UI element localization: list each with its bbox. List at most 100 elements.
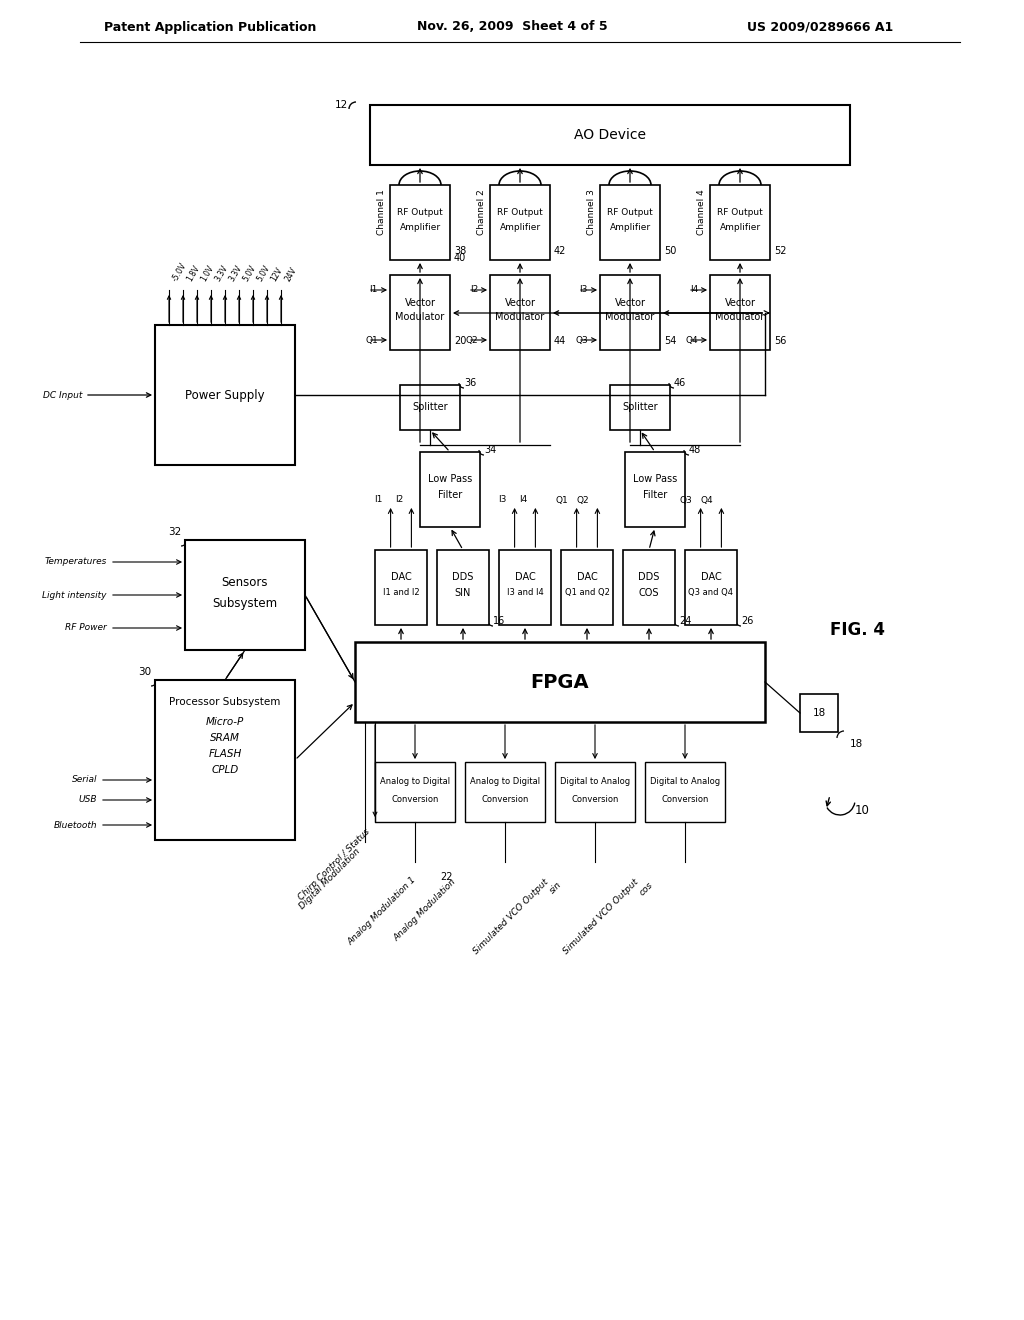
Text: 20: 20 [454, 337, 466, 346]
Text: 1.0V: 1.0V [199, 264, 215, 282]
Text: Amplifier: Amplifier [399, 223, 440, 232]
Text: Digital to Analog: Digital to Analog [650, 777, 720, 787]
Text: I3 and I4: I3 and I4 [507, 587, 544, 597]
Text: RF Output: RF Output [397, 209, 442, 216]
Text: 26: 26 [741, 616, 754, 626]
Text: 18: 18 [812, 708, 825, 718]
Bar [623, 550, 675, 624]
Text: RF Power: RF Power [66, 623, 106, 632]
Text: Splitter: Splitter [413, 403, 447, 412]
Text: CPLD: CPLD [211, 766, 239, 775]
Text: I4: I4 [519, 495, 527, 504]
Bar [155, 325, 295, 465]
Text: Q3: Q3 [575, 335, 588, 345]
Bar [155, 680, 295, 840]
Text: Patent Application Publication: Patent Application Publication [103, 21, 316, 33]
Text: DAC: DAC [577, 573, 597, 582]
Text: Q4: Q4 [700, 495, 714, 504]
Text: Processor Subsystem: Processor Subsystem [169, 697, 281, 708]
Bar [685, 550, 737, 624]
Text: Modulator: Modulator [605, 313, 654, 322]
Text: 36: 36 [464, 378, 476, 388]
Text: Q3: Q3 [680, 495, 692, 504]
Text: sin: sin [548, 880, 563, 895]
Text: Q1: Q1 [366, 335, 378, 345]
Text: 54: 54 [664, 337, 677, 346]
Bar [355, 642, 765, 722]
Text: Micro-P: Micro-P [206, 717, 244, 727]
Text: USB: USB [79, 796, 97, 804]
Text: Amplifier: Amplifier [720, 223, 761, 232]
Text: Bluetooth: Bluetooth [53, 821, 97, 829]
Text: 50: 50 [664, 246, 677, 256]
Text: Digital Modulation: Digital Modulation [298, 847, 362, 911]
Text: DAC: DAC [700, 573, 721, 582]
Bar [400, 385, 460, 430]
Text: Analog Modulation: Analog Modulation [392, 876, 458, 942]
Bar [437, 550, 489, 624]
Bar [800, 694, 838, 733]
Text: 24V: 24V [283, 265, 298, 282]
Text: US 2009/0289666 A1: US 2009/0289666 A1 [746, 21, 893, 33]
Text: DC Input: DC Input [43, 391, 82, 400]
Text: -5.0V: -5.0V [171, 261, 188, 282]
Text: 5.0V: 5.0V [241, 264, 257, 282]
Bar [185, 540, 305, 649]
Text: Modulator: Modulator [716, 313, 765, 322]
Text: 34: 34 [484, 445, 497, 455]
Text: I4: I4 [690, 285, 698, 294]
Bar [490, 185, 550, 260]
Text: Low Pass: Low Pass [633, 474, 677, 484]
Text: SIN: SIN [455, 587, 471, 598]
Text: FLASH: FLASH [208, 748, 242, 759]
Text: Amplifier: Amplifier [500, 223, 541, 232]
Text: Vector: Vector [404, 297, 435, 308]
Text: 18: 18 [850, 739, 863, 748]
Text: 46: 46 [674, 378, 686, 388]
Text: Vector: Vector [505, 297, 536, 308]
Bar [555, 762, 635, 822]
Text: DAC: DAC [390, 573, 412, 582]
Text: Channel 1: Channel 1 [378, 190, 386, 235]
Bar [370, 106, 850, 165]
Text: DDS: DDS [453, 573, 474, 582]
Text: I1: I1 [370, 285, 378, 294]
Bar [375, 762, 455, 822]
Text: Channel 2: Channel 2 [477, 190, 486, 235]
Text: DAC: DAC [515, 573, 536, 582]
Bar [710, 275, 770, 350]
Text: Light intensity: Light intensity [43, 590, 106, 599]
Text: 16: 16 [493, 616, 505, 626]
Text: Chirp Control / Status: Chirp Control / Status [297, 828, 372, 902]
Text: Low Pass: Low Pass [428, 474, 472, 484]
Text: Modulator: Modulator [496, 313, 545, 322]
Text: 40: 40 [454, 253, 466, 263]
Text: cos: cos [638, 880, 655, 898]
Text: Conversion: Conversion [662, 796, 709, 804]
Text: Analog Modulation 1: Analog Modulation 1 [346, 875, 418, 946]
Text: Channel 3: Channel 3 [588, 190, 597, 235]
Text: 12: 12 [335, 100, 348, 110]
Text: Modulator: Modulator [395, 313, 444, 322]
Text: Simulated VCO Output: Simulated VCO Output [561, 876, 640, 956]
Text: 3.3V: 3.3V [213, 264, 229, 282]
Text: I2: I2 [470, 285, 478, 294]
Bar [390, 275, 450, 350]
Text: Channel 4: Channel 4 [697, 190, 707, 235]
Text: Splitter: Splitter [623, 403, 657, 412]
Text: Analog to Digital: Analog to Digital [470, 777, 540, 787]
Text: Amplifier: Amplifier [609, 223, 650, 232]
Text: Q1: Q1 [556, 495, 568, 504]
Text: 5.0V: 5.0V [255, 264, 271, 282]
Bar [561, 550, 613, 624]
Text: Q1 and Q2: Q1 and Q2 [564, 587, 609, 597]
Bar [610, 385, 670, 430]
Text: I1 and I2: I1 and I2 [383, 587, 419, 597]
Text: 38: 38 [454, 246, 466, 256]
Text: Power Supply: Power Supply [185, 388, 265, 401]
Text: DDS: DDS [638, 573, 659, 582]
Bar [490, 275, 550, 350]
Bar [710, 185, 770, 260]
Text: Temperatures: Temperatures [45, 557, 106, 566]
Text: AO Device: AO Device [574, 128, 646, 143]
